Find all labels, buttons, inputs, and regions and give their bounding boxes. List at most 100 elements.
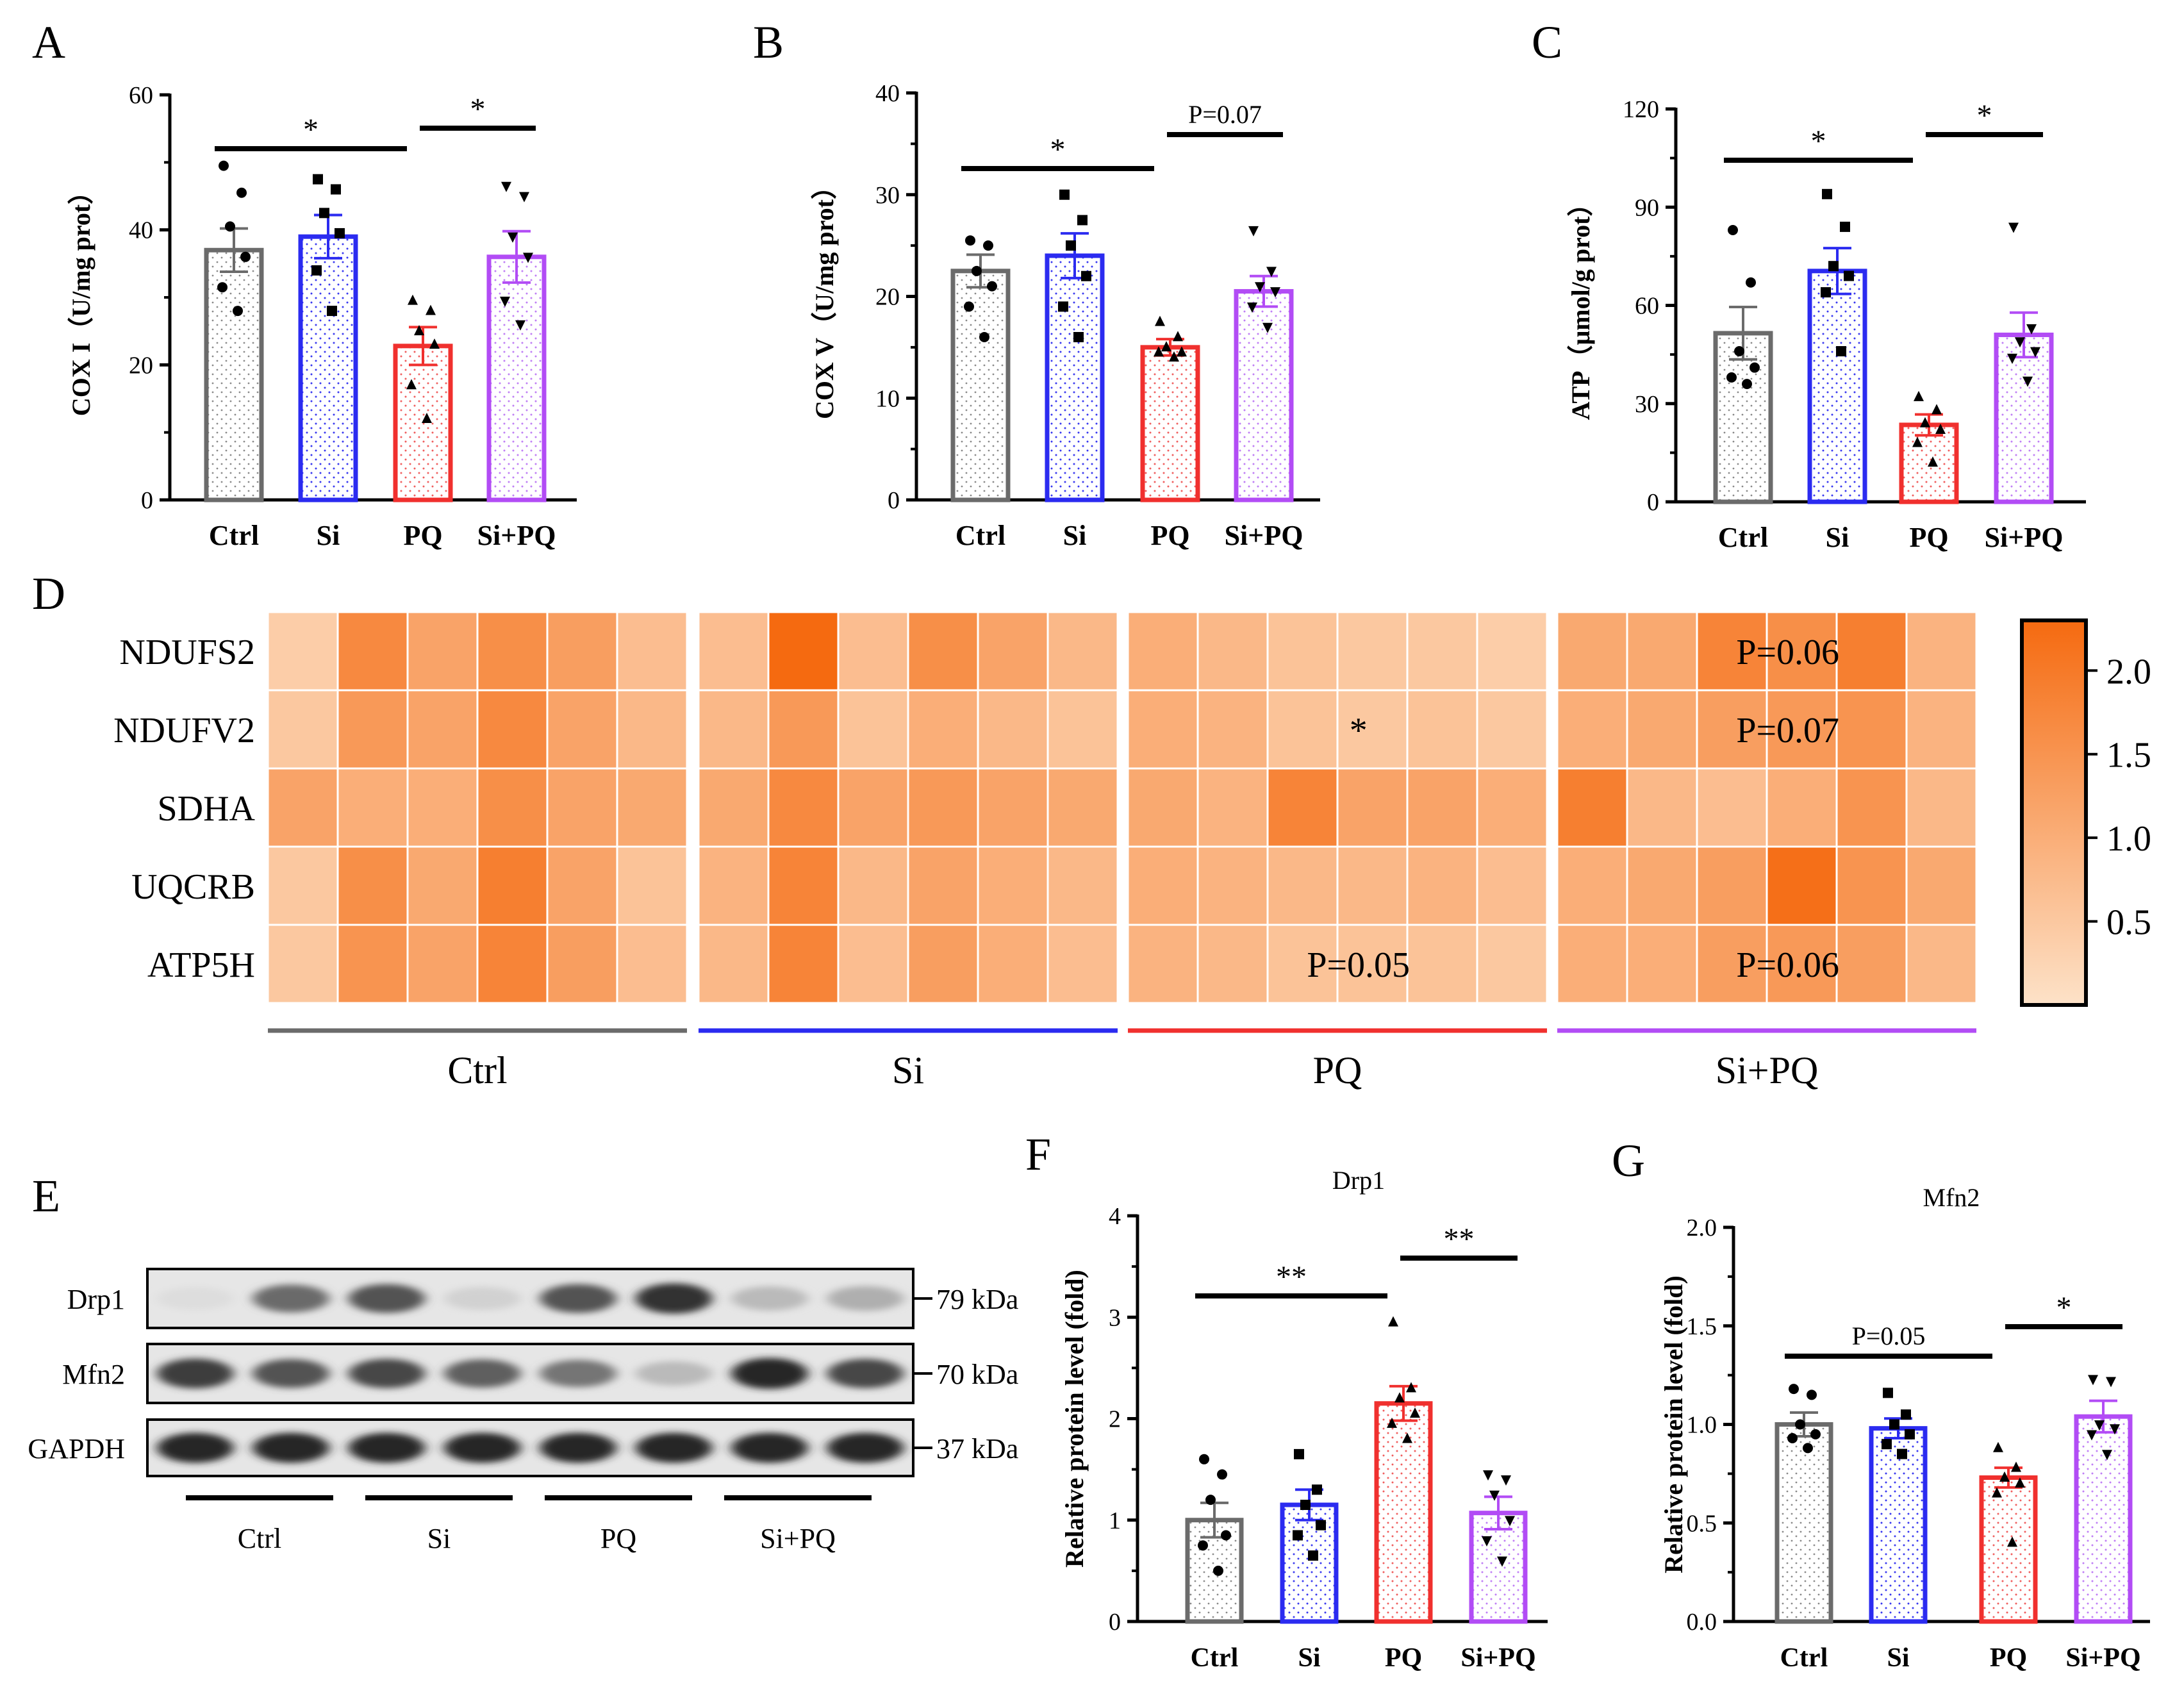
data-point [2007, 353, 2017, 364]
category-label: Ctrl [1718, 522, 1768, 553]
data-point [2026, 324, 2037, 335]
data-point [965, 235, 975, 246]
data-point [1882, 1439, 1892, 1450]
category-label: Ctrl [1780, 1643, 1828, 1673]
heatmap-cell [1626, 689, 1698, 770]
significance-label: * [303, 113, 318, 147]
data-point [972, 265, 982, 276]
heatmap-cell [1905, 689, 1978, 770]
heatmap-cell [907, 924, 979, 1004]
heatmap-cell [1476, 689, 1548, 770]
heatmap-cell [1266, 767, 1339, 848]
heatmap-cell [476, 924, 549, 1004]
y-tick-label: 2 [1109, 1406, 1121, 1433]
data-point [508, 232, 518, 243]
category-label: Si [1887, 1643, 1909, 1673]
y-axis-label: COX I（U/mg prot） [67, 179, 95, 416]
data-point [1262, 322, 1273, 333]
colorbar-tick-label: 1.0 [2106, 819, 2151, 859]
heatmap-cell [1266, 924, 1339, 1004]
heatmap-cell [406, 845, 479, 926]
y-tick-label: 30 [875, 182, 900, 209]
data-point [327, 306, 337, 317]
heatmap-cell [336, 845, 409, 926]
data-point [1889, 1419, 1899, 1430]
chart-cox1: 0 20 40 60 COX I（U/mg prot） Ctrl Si PQ Si+PQ * * [67, 82, 577, 551]
category-label: Si+PQ [1225, 520, 1303, 551]
y-tick-label: 10 [875, 385, 900, 412]
data-point [2088, 1375, 2098, 1386]
data-point [1221, 1530, 1231, 1541]
kda-label: 70 kDa [936, 1359, 1018, 1390]
significance-label: * [1977, 99, 1992, 133]
chart-title: Drp1 [1332, 1166, 1385, 1195]
data-point [1807, 1389, 1817, 1400]
data-point [1912, 436, 1923, 447]
y-tick-label: 40 [129, 217, 153, 244]
bar-ctrl [1774, 1422, 1833, 1624]
data-point [1169, 351, 1179, 362]
heatmap-cell [336, 924, 409, 1004]
protein-band [827, 1432, 904, 1463]
y-axis-label: COX V（U/mg prot） [810, 174, 839, 419]
heatmap-cell [837, 611, 909, 692]
heatmap-cell [1406, 845, 1478, 926]
heatmap-annotation: P=0.06 [1736, 945, 1839, 985]
heatmap-cell [697, 924, 770, 1004]
data-point [983, 240, 993, 251]
category-label: PQ [1150, 520, 1189, 551]
heatmap-cell [267, 767, 339, 848]
data-point [1066, 240, 1076, 251]
protein-band [156, 1358, 234, 1389]
heatmap-cell [697, 611, 770, 692]
data-point [2015, 1477, 2025, 1488]
data-point [1394, 1392, 1405, 1403]
protein-band [635, 1361, 713, 1386]
data-point [1489, 1490, 1500, 1501]
data-point [1173, 331, 1183, 342]
y-tick-label: 1.0 [1687, 1412, 1717, 1439]
data-point [1213, 1565, 1223, 1576]
heatmap-cell [1556, 767, 1628, 848]
data-point [1497, 1556, 1507, 1567]
data-point [1844, 270, 1854, 281]
protein-band [731, 1286, 808, 1311]
bar-si [1280, 1502, 1339, 1624]
category-label: Ctrl [209, 520, 259, 551]
heatmap-cell [1336, 689, 1409, 770]
data-point [1905, 1429, 1915, 1439]
protein-band [540, 1284, 616, 1313]
bar-si-pq [486, 254, 547, 502]
significance-label: * [2056, 1291, 2072, 1325]
bar-si [298, 234, 358, 502]
data-point [1505, 1516, 1515, 1527]
heatmap-cell [1556, 924, 1628, 1004]
bar-pq [1979, 1475, 2038, 1624]
y-tick-label: 0 [1109, 1609, 1121, 1636]
heatmap-cell [1127, 845, 1199, 926]
heatmap-cell [977, 767, 1049, 848]
y-tick-label: 30 [1635, 391, 1659, 418]
data-point [523, 253, 533, 263]
data-point [1901, 1409, 1911, 1420]
heatmap-cell [767, 845, 840, 926]
data-point [1883, 1388, 1893, 1398]
significance-label: P=0.07 [1188, 100, 1262, 129]
heatmap-cell [406, 924, 479, 1004]
y-axis-label: ATP（μmol/g prot） [1566, 191, 1595, 420]
data-point [2094, 1420, 2105, 1431]
data-point [1205, 1495, 1216, 1505]
data-point [1177, 346, 1187, 357]
heatmap-cell [1406, 767, 1478, 848]
colorbar-tick-label: 1.5 [2106, 736, 2151, 776]
heatmap-cell [1336, 924, 1409, 1004]
heatmap-annotation: P=0.06 [1736, 633, 1839, 672]
data-point [429, 338, 440, 349]
heatmap-cell [1266, 689, 1339, 770]
data-point [217, 282, 228, 293]
heatmap-cell [406, 611, 479, 692]
panel-letter-g: G [1612, 1135, 1645, 1186]
data-point [1828, 261, 1839, 272]
heatmap-cell [1127, 767, 1199, 848]
data-point [2011, 1461, 2021, 1472]
